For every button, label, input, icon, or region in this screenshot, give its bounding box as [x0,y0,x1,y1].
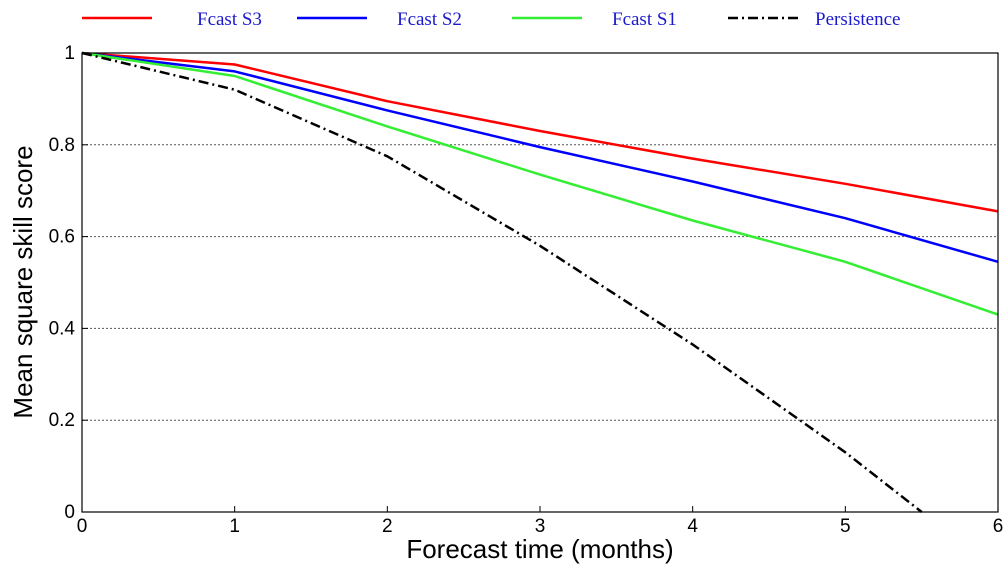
y-tick-label-1: 0.2 [49,410,75,431]
legend: Fcast S3 Fcast S2 Fcast S1 Persistence [82,9,900,30]
series-line-fcast-s2 [81,51,999,264]
x-tick-label-2: 2 [382,516,393,537]
series-line-fcast-s3 [81,51,999,213]
legend-label-fcast-s3: Fcast S3 [197,9,262,30]
y-tick-label-0: 0 [64,502,75,523]
legend-label-fcast-s2: Fcast S2 [397,9,462,30]
x-tick-label-6: 6 [993,516,1004,537]
x-tick-label-1: 1 [229,516,240,537]
x-tick-label-0: 0 [77,516,88,537]
series-line-fcast-s1 [81,51,999,316]
gridlines [82,144,998,421]
y-tick-label-3: 0.6 [49,227,75,248]
x-axis-title: Forecast time (months) [406,534,673,564]
legend-item-fcast-s3: Fcast S3 [82,9,262,30]
x-tick-label-5: 5 [840,516,851,537]
x-axis-ticks: 0 1 2 3 4 5 6 [77,506,1004,537]
series-lines [81,51,999,513]
legend-label-fcast-s1: Fcast S1 [612,9,677,30]
y-tick-label-4: 0.8 [49,135,75,156]
legend-item-fcast-s2: Fcast S2 [297,9,462,30]
y-tick-label-5: 1 [64,43,75,64]
y-tick-label-2: 0.4 [49,318,76,339]
y-axis-ticks: 0 0.2 0.4 0.6 0.8 1 [49,43,88,523]
x-tick-label-4: 4 [687,516,698,537]
x-tick-label-3: 3 [535,516,546,537]
legend-label-persistence: Persistence [815,9,900,30]
legend-item-persistence: Persistence [728,9,900,30]
plot-frame [81,52,999,513]
y-axis-title: Mean square skill score [8,145,38,418]
legend-item-fcast-s1: Fcast S1 [512,9,677,30]
series-line-persistence [81,51,923,513]
